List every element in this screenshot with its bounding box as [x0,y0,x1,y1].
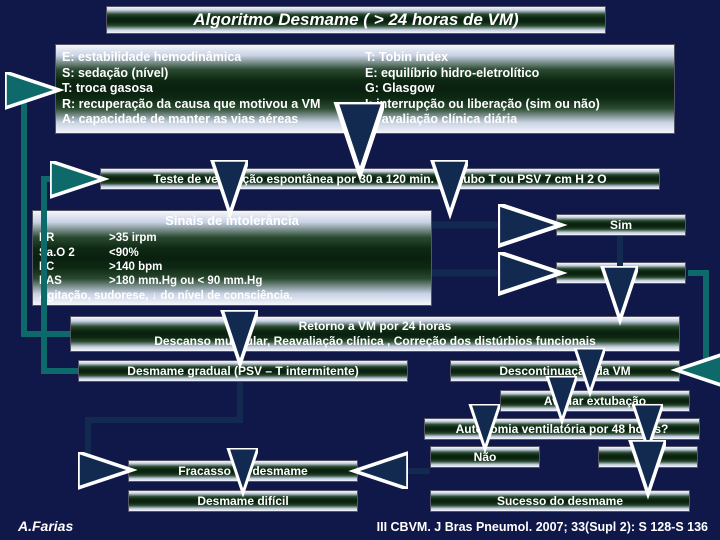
signs-sa-k: Sa.O 2 [39,246,109,260]
avaliar-box: Avaliar extubação [500,390,690,412]
sucesso-text: Sucesso do desmame [497,494,623,509]
footer-citation: III CBVM. J Bras Pneumol. 2007; 33(Supl … [377,520,708,534]
avaliar-text: Avaliar extubação [544,394,646,409]
nao2-box: Não [430,446,540,468]
criteria-i: I: interrupção ou liberação (sim ou não) [365,97,668,113]
criteria-left: E: estabilidade hemodinâmica S: sedação … [62,50,365,128]
criteria-r: R: recuperação da causa que motivou a VM [62,97,365,113]
sim2-text: Sim [637,450,659,465]
sim1-text: Sim [610,218,632,233]
title-box: Algoritmo Desmame ( > 24 horas de VM) [106,6,606,34]
fracasso-text: Fracasso do desmame [178,464,307,479]
criteria-a2: A: avaliação clínica diária [365,112,668,128]
signs-fr-v: >35 irpm [109,231,157,245]
nao1-box: Não [556,262,686,284]
criteria-a1: A: capacidade de manter as vias aéreas [62,112,365,128]
gradual-text: Desmame gradual (PSV – T intermitente) [127,364,358,379]
title-text: Algoritmo Desmame ( > 24 horas de VM) [193,9,518,30]
criteria-g: G: Glasgow [365,81,668,97]
test-box: Teste de ventilação espontânea por 30 a … [100,168,660,190]
criteria-e1: E: estabilidade hemodinâmica [62,50,365,66]
signs-fc-v: >140 bpm [109,260,162,274]
criteria-t1: T: troca gasosa [62,81,365,97]
signs-pas-v: >180 mm.Hg ou < 90 mm.Hg [109,274,262,288]
criteria-box: E: estabilidade hemodinâmica S: sedação … [55,44,675,134]
dificil-box: Desmame difícil [128,490,358,512]
dificil-text: Desmame difícil [197,494,288,509]
discont-text: Descontinuação da VM [499,364,630,379]
criteria-s: S: sedação (nível) [62,66,365,82]
sim1-box: Sim [556,214,686,236]
criteria-right: T: Tobin índex E: equilíbrio hidro-eletr… [365,50,668,128]
fracasso-box: Fracasso do desmame [128,460,358,482]
return-box: Retorno a VM por 24 horas Descanso muscu… [70,316,680,352]
signs-box: Sinais de intolerância FR>35 irpm Sa.O 2… [32,210,432,306]
nao2-text: Não [474,450,497,465]
autonomia-text: Autonomia ventilatória por 48 horas? [456,422,669,437]
criteria-t2: T: Tobin índex [365,50,668,66]
signs-fr-k: FR [39,231,109,245]
signs-header: Sinais de intolerância [39,213,425,229]
criteria-e2: E: equilíbrio hidro-eletrolítico [365,66,668,82]
sucesso-box: Sucesso do desmame [430,490,690,512]
nao1-text: Não [610,266,633,281]
sim2-box: Sim [598,446,698,468]
autonomia-box: Autonomia ventilatória por 48 horas? [424,418,700,440]
footer-author: A.Farias [18,518,73,534]
signs-pas-k: PAS [39,274,109,288]
return-text: Retorno a VM por 24 horas Descanso muscu… [154,319,596,349]
test-text: Teste de ventilação espontânea por 30 a … [153,172,606,187]
signs-fc-k: FC [39,260,109,274]
discont-box: Descontinuação da VM [450,360,680,382]
signs-sa-v: <90% [109,246,139,260]
signs-footer: Agitação, sudorese, ↓ do nível de consci… [39,289,425,303]
gradual-box: Desmame gradual (PSV – T intermitente) [78,360,408,382]
